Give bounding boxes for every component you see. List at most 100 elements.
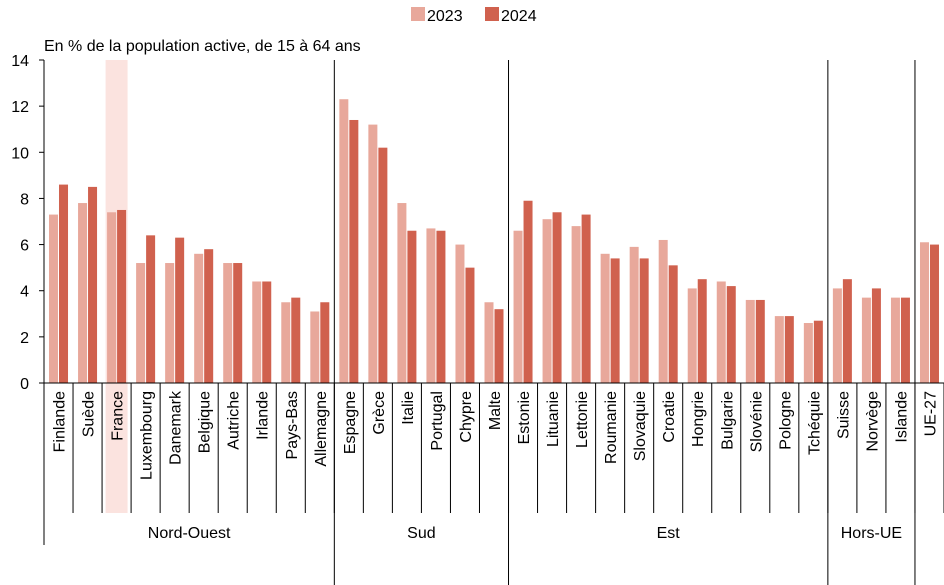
category-label: Irlande: [255, 391, 272, 440]
bar-malte-2023: [484, 302, 494, 383]
category-label: Roumanie: [603, 391, 620, 464]
group-label: Est: [657, 525, 681, 542]
category-label: Malte: [487, 391, 504, 430]
bar-lettonie-2024: [581, 214, 591, 383]
bar-pays-bas-2024: [291, 297, 301, 383]
bar-suisse-2023: [832, 288, 842, 383]
bar-allemagne-2024: [320, 302, 330, 383]
bar-portugal-2024: [436, 230, 446, 383]
category-label: Belgique: [197, 391, 214, 453]
bar-portugal-2023: [426, 228, 436, 383]
y-tick-label: 6: [20, 238, 29, 255]
category-label: Grèce: [371, 391, 388, 435]
category-label: Italie: [400, 391, 417, 425]
category-label: Pays-Bas: [284, 391, 301, 459]
bar-luxembourg-2024: [146, 235, 156, 383]
legend-label-2023: 2023: [427, 8, 463, 25]
category-label: Slovaquie: [632, 391, 649, 461]
legend-swatch-2024: [485, 7, 499, 21]
bar-suède-2023: [78, 203, 88, 383]
y-tick-label: 0: [20, 376, 29, 393]
bar-suède-2024: [88, 186, 98, 383]
category-label: Estonie: [516, 391, 533, 444]
group-label: Hors-UE: [841, 525, 902, 542]
group-label: Nord-Ouest: [148, 525, 231, 542]
category-label: Danemark: [168, 390, 185, 465]
bar-estonie-2023: [513, 230, 523, 383]
category-label: Slovénie: [748, 391, 765, 452]
bar-grèce-2024: [378, 147, 388, 383]
y-tick-label: 2: [20, 330, 29, 347]
bar-slovaquie-2024: [639, 258, 649, 383]
category-label: Bulgarie: [719, 391, 736, 450]
category-label: Norvège: [864, 391, 881, 452]
legend: 2023 2024: [411, 7, 537, 25]
bar-lettonie-2023: [571, 226, 581, 383]
bar-danemark-2024: [175, 237, 185, 383]
bar-danemark-2023: [165, 263, 175, 383]
bar-bulgarie-2023: [716, 281, 726, 383]
bar-hongrie-2023: [687, 288, 697, 383]
category-label: Lituanie: [545, 391, 562, 447]
bar-croatie-2023: [658, 239, 668, 383]
bar-malte-2024: [494, 309, 504, 383]
category-label: Chypre: [458, 391, 475, 443]
bar-roumanie-2024: [610, 258, 620, 383]
bar-lituanie-2024: [552, 212, 562, 383]
category-label: Portugal: [429, 391, 446, 451]
bar-irlande-2024: [262, 281, 272, 383]
y-tick-label: 4: [20, 284, 29, 301]
bar-belgique-2023: [194, 253, 204, 383]
category-label: France: [110, 391, 127, 441]
y-tick-label: 10: [11, 145, 29, 162]
category-label: Hongrie: [690, 391, 707, 447]
bar-italie-2023: [397, 203, 407, 383]
y-tick-label: 8: [20, 191, 29, 208]
category-label: Suède: [81, 391, 98, 437]
chart-subtitle: En % de la population active, de 15 à 64…: [44, 38, 361, 55]
bar-grèce-2023: [368, 124, 378, 383]
bar-pologne-2024: [784, 316, 794, 383]
bar-norvège-2024: [871, 288, 881, 383]
bar-lituanie-2023: [542, 219, 552, 383]
bar-chypre-2024: [465, 267, 475, 383]
bar-autriche-2023: [223, 263, 233, 383]
bar-islande-2024: [900, 297, 910, 383]
bar-ue-27-2023: [919, 242, 929, 383]
bar-pays-bas-2023: [281, 302, 291, 383]
category-label: Suisse: [835, 391, 852, 439]
y-tick-label: 14: [11, 53, 29, 70]
bar-france-2024: [117, 209, 127, 383]
category-label: Croatie: [661, 391, 678, 443]
category-label: Allemagne: [313, 391, 330, 467]
legend-swatch-2023: [411, 7, 425, 21]
category-label: UE-27: [922, 391, 939, 436]
legend-label-2024: 2024: [501, 8, 537, 25]
category-label: Pologne: [777, 391, 794, 450]
bar-pologne-2023: [774, 316, 784, 383]
bar-italie-2024: [407, 230, 417, 383]
bar-norvège-2023: [861, 297, 871, 383]
bar-islande-2023: [890, 297, 900, 383]
bar-autriche-2024: [233, 263, 243, 383]
bar-irlande-2023: [252, 281, 262, 383]
bar-bulgarie-2024: [726, 286, 736, 383]
bar-slovénie-2024: [755, 299, 765, 383]
bar-slovénie-2023: [745, 299, 755, 383]
bar-tchéquie-2023: [803, 323, 813, 383]
bar-estonie-2024: [523, 200, 533, 383]
bar-hongrie-2024: [697, 279, 707, 383]
category-label: Autriche: [226, 391, 243, 450]
bar-croatie-2024: [668, 265, 678, 383]
category-label: Tchéquie: [806, 391, 823, 455]
bar-roumanie-2023: [600, 253, 610, 383]
bar-ue-27-2024: [929, 244, 939, 383]
bar-tchéquie-2024: [813, 320, 823, 383]
category-label: Luxembourg: [139, 391, 156, 480]
bar-espagne-2023: [339, 99, 349, 383]
y-tick-label: 12: [11, 99, 29, 116]
highlight-band: [105, 60, 128, 513]
category-label: Finlande: [52, 391, 69, 452]
bar-slovaquie-2023: [629, 246, 639, 383]
